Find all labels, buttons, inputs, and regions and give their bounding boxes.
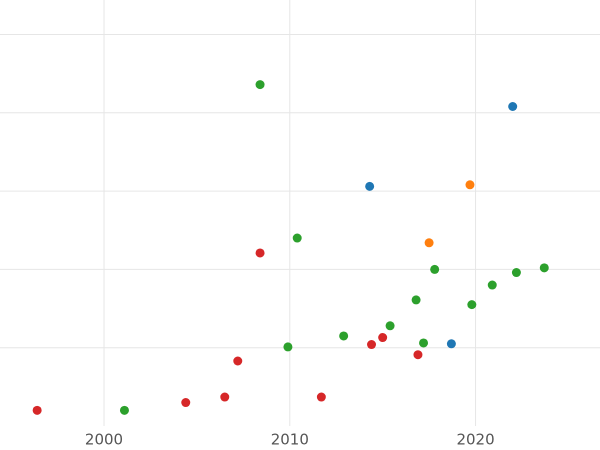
point	[32, 405, 42, 415]
point	[255, 80, 265, 90]
point	[292, 233, 302, 243]
x-tick-label: 2010	[271, 431, 309, 449]
point	[339, 331, 349, 341]
point	[465, 180, 475, 190]
point	[411, 295, 421, 305]
point	[413, 350, 423, 360]
x-tick-label: 2000	[85, 431, 123, 449]
x-tick-label: 2020	[456, 431, 494, 449]
point	[378, 333, 388, 343]
point	[385, 321, 395, 331]
point	[181, 398, 191, 408]
point	[511, 268, 521, 278]
point	[119, 405, 129, 415]
point	[487, 280, 497, 290]
point	[467, 300, 477, 310]
point	[283, 342, 293, 352]
point	[233, 356, 243, 366]
point	[419, 338, 429, 348]
point	[255, 248, 265, 258]
point	[430, 264, 440, 274]
point	[446, 339, 456, 349]
point	[365, 181, 375, 191]
point	[220, 392, 230, 402]
point	[367, 340, 377, 350]
point	[424, 238, 434, 248]
point	[508, 102, 518, 111]
point	[539, 263, 549, 273]
point	[316, 392, 326, 402]
